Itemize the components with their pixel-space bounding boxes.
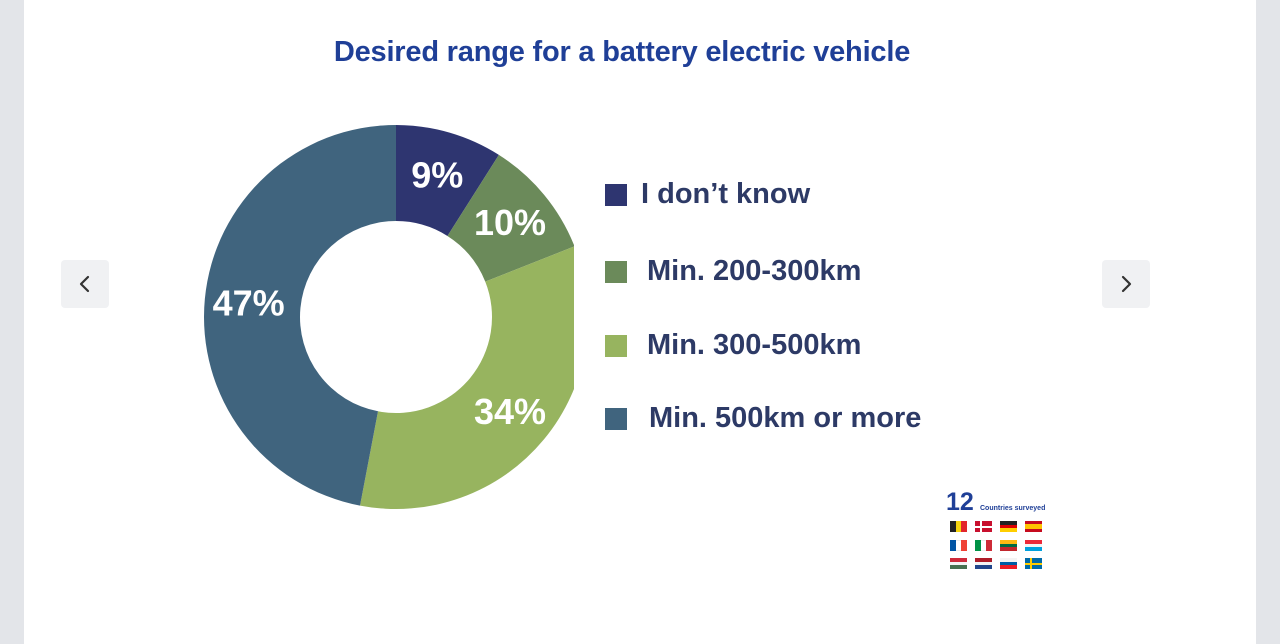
donut-chart: 9% 10% 34% 47% (203, 125, 574, 509)
legend-label: Min. 200-300km (647, 255, 862, 287)
spain-flag (1025, 521, 1042, 532)
legend-swatch (605, 183, 627, 206)
lithuania-flag (1000, 540, 1017, 551)
countries-surveyed-badge: 12 Countries surveyed (946, 488, 1056, 578)
chevron-right-icon (1121, 275, 1132, 293)
legend-swatch (605, 407, 627, 430)
legend-item-200-300km: Min. 200-300km (605, 255, 861, 288)
legend-label: Min. 300-500km (647, 329, 862, 361)
legend-label: Min. 500km or more (649, 402, 922, 434)
slice-label-500km-or-more: 47% (213, 283, 285, 324)
chevron-left-icon (79, 275, 90, 293)
chart-card: Desired range for a battery electric veh… (24, 0, 1256, 644)
germany-flag (1000, 521, 1017, 532)
next-slide-button[interactable] (1102, 260, 1150, 308)
legend-item-dont-know: I don’t know (605, 178, 810, 211)
chart-title: Desired range for a battery electric veh… (333, 36, 911, 68)
france-flag (950, 540, 967, 551)
italy-flag (975, 540, 992, 551)
legend-swatch (605, 260, 627, 283)
belgium-flag (950, 521, 967, 532)
slovenia-flag (1000, 558, 1017, 569)
previous-slide-button[interactable] (61, 260, 109, 308)
legend-item-500km-or-more: Min. 500km or more (605, 402, 921, 435)
luxembourg-flag (1025, 540, 1042, 551)
legend-label: I don’t know (641, 178, 811, 210)
slice-label-300-500km: 34% (474, 391, 546, 432)
hungary-flag (950, 558, 967, 569)
sweden-flag (1025, 558, 1042, 569)
denmark-flag (975, 521, 992, 532)
countries-surveyed-label: Countries surveyed (980, 505, 1046, 512)
slice-label-dont-know: 9% (411, 154, 463, 195)
netherlands-flag (975, 558, 992, 569)
donut-slice-dont-know (396, 125, 499, 236)
slice-label-200-300km: 10% (474, 202, 546, 243)
legend-item-300-500km: Min. 300-500km (605, 329, 861, 362)
donut-slice-300-500km (360, 246, 574, 509)
legend-swatch (605, 334, 627, 357)
donut-slice-200-300km (447, 154, 574, 282)
countries-count: 12 (946, 488, 974, 516)
donut-slice-500km-or-more (203, 125, 396, 506)
